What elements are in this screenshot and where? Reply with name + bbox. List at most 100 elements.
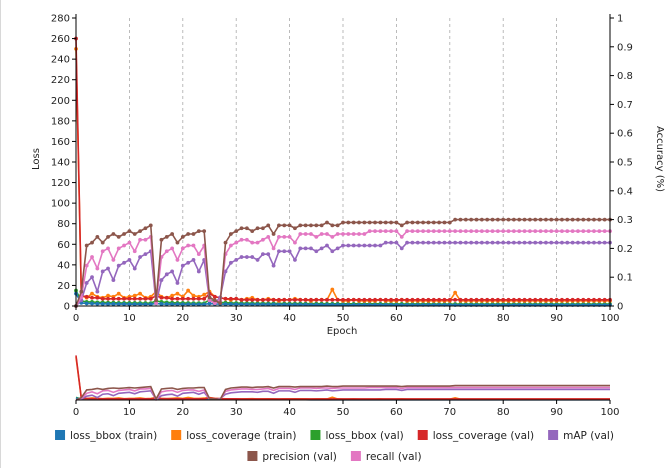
overview-x-tick-label-50: 50 [337, 407, 350, 418]
point-loss-coverage-val-31 [239, 297, 244, 302]
point-recall-val-86 [533, 229, 538, 234]
point-loss-coverage-val-10 [127, 296, 132, 301]
point-map-val-40 [287, 249, 292, 254]
point-precision-val-98 [597, 217, 602, 222]
point-precision-val-94 [576, 217, 580, 222]
point-loss-coverage-val-76 [479, 297, 484, 302]
point-map-val-87 [538, 240, 543, 245]
point-precision-val-39 [282, 223, 287, 228]
point-precision-val-88 [544, 217, 548, 222]
point-loss-coverage-train-11 [132, 293, 137, 298]
point-precision-val-57 [378, 220, 383, 225]
point-precision-val-58 [383, 220, 388, 225]
point-recall-val-36 [266, 234, 271, 239]
point-precision-val-78 [490, 217, 495, 222]
point-map-val-74 [469, 240, 474, 245]
y-right-tick-label-0: 0 [617, 302, 623, 313]
point-map-val-57 [378, 243, 383, 248]
point-recall-val-65 [421, 229, 425, 234]
point-loss-coverage-val-63 [410, 297, 415, 302]
point-recall-val-3 [90, 255, 94, 259]
y-right-tick-label-0.5: 0.5 [617, 158, 633, 169]
point-recall-val-56 [373, 229, 377, 234]
point-loss-bbox-train-10 [127, 302, 132, 307]
point-map-val-96 [586, 240, 591, 245]
point-loss-coverage-val-42 [298, 297, 303, 302]
point-loss-coverage-val-30 [234, 296, 239, 301]
point-recall-val-54 [362, 232, 367, 236]
point-loss-coverage-val-97 [592, 297, 596, 302]
point-map-val-61 [399, 246, 404, 251]
point-recall-val-72 [458, 229, 463, 234]
point-map-val-4 [95, 289, 100, 294]
point-loss-coverage-val-57 [378, 297, 383, 302]
point-precision-val-23 [196, 229, 201, 234]
point-recall-val-32 [244, 237, 249, 242]
point-precision-val-91 [560, 217, 564, 222]
point-precision-val-50 [341, 220, 345, 225]
legend-swatch-loss-coverage-val [417, 430, 428, 440]
point-precision-val-41 [293, 226, 297, 231]
point-precision-val-26 [212, 298, 217, 303]
point-map-val-29 [228, 260, 233, 265]
y-left-tick-label-140: 140 [51, 158, 70, 169]
point-precision-val-47 [325, 220, 329, 225]
legend-item-loss-bbox-val: loss_bbox (val) [310, 430, 404, 442]
legend-swatch-precision-val [247, 451, 258, 461]
point-recall-val-18 [170, 246, 175, 251]
point-loss-bbox-train-33 [250, 302, 255, 307]
series-recall-val [74, 229, 612, 308]
point-loss-coverage-val-96 [586, 297, 591, 302]
point-precision-val-48 [330, 223, 335, 228]
point-map-val-71 [453, 240, 458, 245]
point-precision-val-75 [474, 217, 479, 222]
point-loss-coverage-train-18 [170, 293, 175, 298]
point-precision-val-27 [218, 301, 223, 306]
point-map-val-78 [490, 240, 495, 245]
point-recall-val-26 [212, 301, 217, 306]
series-loss-coverage-val [74, 36, 612, 302]
point-map-val-59 [389, 240, 393, 245]
point-recall-val-2 [84, 263, 89, 268]
point-loss-coverage-val-81 [506, 297, 511, 302]
overview-x-tick-label-0: 0 [73, 407, 79, 418]
point-map-val-32 [244, 255, 249, 259]
legend-item-loss-coverage-train: loss_coverage (train) [171, 430, 296, 442]
point-precision-val-53 [357, 220, 361, 225]
point-precision-val-14 [148, 223, 153, 228]
point-loss-coverage-val-83 [517, 297, 522, 302]
point-precision-val-29 [228, 232, 233, 236]
point-map-val-38 [277, 249, 281, 254]
legend-swatch-loss-bbox-train [55, 430, 66, 440]
point-loss-coverage-train-8 [116, 291, 121, 296]
point-loss-bbox-train-36 [266, 302, 271, 307]
overview-x-tick-label-40: 40 [283, 407, 296, 418]
overview-navigator[interactable]: 0 10 20 30 40 50 60 70 80 90 100 [73, 355, 620, 418]
point-recall-val-71 [453, 229, 458, 234]
y-left-axis-title: Loss [31, 148, 42, 170]
point-precision-val-35 [261, 226, 265, 231]
point-map-val-22 [191, 258, 196, 262]
point-map-val-19 [175, 281, 180, 285]
point-map-val-56 [373, 243, 377, 248]
point-recall-val-43 [303, 232, 308, 236]
point-map-val-90 [554, 240, 559, 245]
point-recall-val-74 [469, 229, 474, 234]
overview-x-tick-label-90: 90 [550, 407, 563, 418]
point-loss-coverage-val-47 [325, 297, 329, 302]
point-precision-val-13 [143, 226, 148, 231]
point-precision-val-7 [111, 232, 116, 236]
point-map-val-64 [415, 240, 420, 245]
point-recall-val-93 [570, 229, 575, 234]
point-map-val-3 [90, 275, 94, 280]
point-precision-val-2 [84, 243, 89, 248]
point-loss-coverage-val-8 [116, 296, 121, 301]
point-loss-bbox-train-38 [277, 302, 281, 307]
point-map-val-92 [565, 240, 570, 245]
point-recall-val-20 [180, 246, 185, 251]
point-recall-val-88 [544, 229, 548, 234]
point-loss-coverage-val-90 [554, 297, 559, 302]
main-axes: 0 10 20 30 40 50 60 70 80 90 100020406080100120140… [51, 14, 633, 325]
point-loss-coverage-val-17 [164, 295, 169, 300]
overview-x-axis: 0 10 20 30 40 50 60 70 80 90 100 [73, 399, 620, 418]
